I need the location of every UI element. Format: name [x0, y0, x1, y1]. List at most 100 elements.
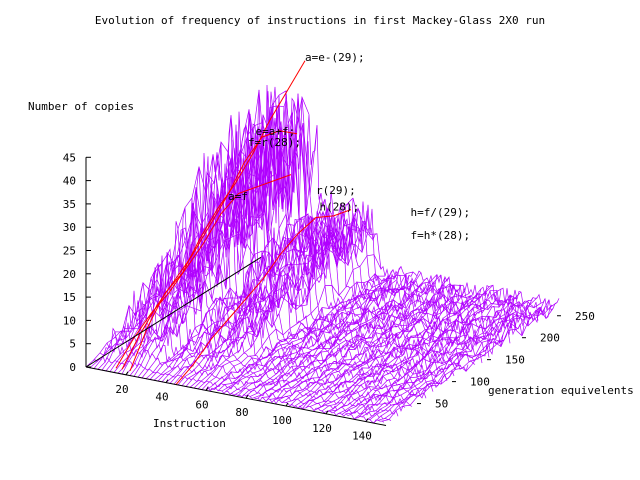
- z-tick-label: 15: [63, 291, 76, 304]
- surface-column-line: [373, 299, 550, 424]
- surface-column-line: [313, 286, 490, 411]
- y-tick-label: 150: [505, 354, 525, 367]
- surface-column-line: [161, 210, 338, 383]
- surface-column-line: [93, 122, 270, 369]
- annotation-label: f=h*(28);: [411, 229, 471, 242]
- surface-column-line: [349, 300, 526, 416]
- y-tick-label: 100: [470, 376, 490, 389]
- y-axis-line: [85, 256, 262, 368]
- z-tick-label: 25: [63, 245, 76, 258]
- surface-column-line: [369, 298, 546, 420]
- surface-column-line: [265, 274, 442, 402]
- z-tick-label: 35: [63, 198, 76, 211]
- z-tick-label: 30: [63, 221, 76, 234]
- surface-column-line: [253, 282, 430, 399]
- surface-column-line: [101, 109, 278, 371]
- axes: [85, 156, 561, 426]
- surface-row-line: [260, 84, 560, 311]
- surface-column-line: [201, 220, 378, 390]
- surface-column-line: [321, 289, 498, 412]
- x-tick-label: 20: [115, 383, 128, 396]
- surface-column-line: [133, 95, 310, 377]
- surface-column-line: [381, 302, 558, 422]
- surface-column-line: [89, 209, 266, 369]
- chart-title: Evolution of frequency of instructions i…: [95, 14, 545, 27]
- z-axis-label: Number of copies: [28, 100, 134, 113]
- surface-mesh: [85, 84, 560, 424]
- surface-column-line: [205, 254, 382, 391]
- y-tick-label: 200: [540, 332, 560, 345]
- x-tick: [325, 410, 329, 415]
- annotation-label: a=e-(29);: [305, 51, 365, 64]
- z-tick-label: 10: [63, 314, 76, 327]
- surface-column-line: [357, 297, 534, 418]
- x-tick: [365, 418, 369, 422]
- surface-column-line: [121, 138, 298, 375]
- surface-column-line: [333, 300, 510, 413]
- surface-column-line: [241, 275, 418, 398]
- surface-column-line: [269, 276, 446, 400]
- x-tick: [245, 394, 249, 399]
- surface-column-line: [209, 275, 386, 392]
- surface-column-line: [217, 269, 394, 391]
- surface-column-line: [141, 123, 318, 379]
- surface-column-line: [297, 294, 474, 409]
- surface-column-line: [317, 284, 494, 409]
- surface-column-line: [293, 293, 470, 407]
- x-tick: [205, 387, 209, 391]
- surface-column-line: [229, 274, 406, 395]
- highlight-series-line: [175, 209, 352, 385]
- surface-row-line: [141, 263, 441, 388]
- surface-column-line: [245, 272, 422, 397]
- x-tick: [165, 379, 169, 383]
- surface-column-line: [337, 299, 514, 415]
- x-tick-label: 40: [155, 391, 168, 404]
- surface-column-line: [173, 208, 350, 385]
- x-axis-label: Instruction: [153, 417, 226, 430]
- x-tick-label: 60: [195, 398, 208, 411]
- annotation-label: h=f/(29);: [411, 206, 471, 219]
- surface-column-line: [329, 303, 506, 412]
- x-tick-label: 140: [352, 430, 372, 443]
- y-tick-label: 50: [435, 398, 448, 411]
- surface-column-line: [153, 213, 330, 381]
- surface-column-line: [365, 302, 542, 421]
- tick-labels: 0 5 10 15 20 25 30 35 40 45 20 40 60 80 100 120 140 50 100…: [63, 151, 595, 442]
- surface-column-line: [377, 307, 554, 421]
- annotation-label: e=a+f;: [256, 125, 296, 138]
- annotations: a=e-(29); e=a+f;f=r(28); a=f r(29); h(28); h=…: [228, 51, 470, 242]
- surface-column-line: [341, 294, 518, 415]
- x-tick-label: 80: [235, 406, 248, 419]
- x-tick: [285, 402, 289, 407]
- surface-column-line: [221, 279, 398, 392]
- annotation-label: a=f: [228, 190, 248, 203]
- surface-column-line: [193, 228, 370, 389]
- annotation-label: h(28);: [320, 201, 360, 214]
- highlight-series-line: [115, 174, 292, 369]
- surface-row-line: [120, 303, 420, 400]
- surface-row-line: [253, 90, 553, 320]
- x-tick: [125, 371, 129, 376]
- surface-column-line: [129, 93, 306, 376]
- y-tick-label: 250: [575, 310, 595, 323]
- surface-column-line: [237, 271, 414, 396]
- surface-column-line: [225, 266, 402, 392]
- surface-column-line: [125, 101, 302, 376]
- surface-column-line: [281, 283, 458, 403]
- surface-column-line: [197, 224, 374, 390]
- highlight-curves: [115, 60, 352, 385]
- x-tick-label: 100: [272, 414, 292, 427]
- z-tick-label: 5: [69, 338, 76, 351]
- z-tick-label: 20: [63, 268, 76, 281]
- surface-column-line: [137, 112, 314, 378]
- highlight-series-line: [121, 130, 298, 370]
- surface-column-line: [169, 215, 346, 384]
- surface-row-line: [183, 185, 483, 364]
- x-tick-label: 120: [312, 422, 332, 435]
- surface-column-line: [277, 284, 454, 401]
- surface-column-line: [353, 300, 530, 420]
- surface-column-line: [185, 215, 362, 387]
- surface-column-line: [301, 295, 478, 410]
- surface-column-line: [257, 285, 434, 399]
